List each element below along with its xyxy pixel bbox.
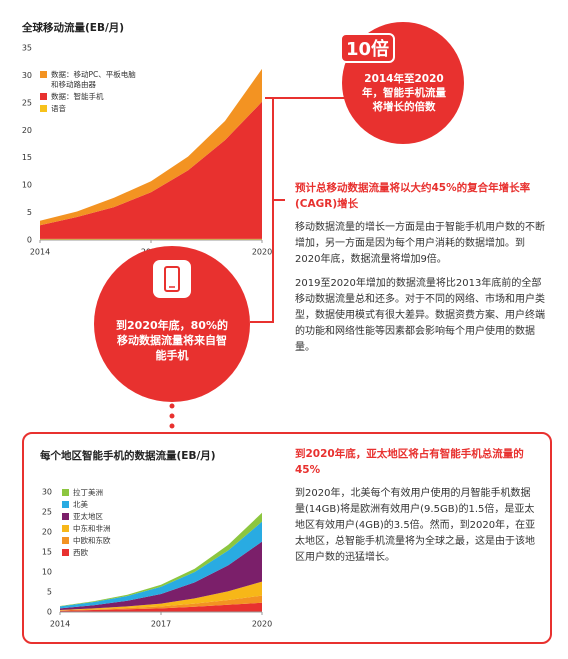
- legend-swatch: [40, 93, 47, 100]
- section-heading: 到2020年底，亚太地区将占有智能手机总流量的45%: [295, 448, 524, 476]
- area: [40, 101, 262, 239]
- y-tick-label: 10: [22, 181, 32, 190]
- legend-label: 北美: [73, 500, 88, 509]
- chart-title: 每个地区智能手机的数据流量(EB/月): [40, 449, 216, 462]
- x-tick-label: 2020: [252, 248, 272, 257]
- legend-item: 拉丁美洲: [62, 488, 132, 498]
- area: [60, 602, 262, 612]
- y-tick-label: 20: [22, 126, 32, 135]
- y-tick-label: 20: [42, 528, 52, 537]
- legend-swatch: [62, 537, 69, 544]
- y-tick-label: 30: [22, 71, 32, 80]
- y-tick-label: 10: [42, 568, 52, 577]
- legend-label: 中东和非洲: [73, 524, 111, 533]
- legend-swatch: [40, 105, 47, 112]
- connectors: [250, 97, 345, 323]
- x-tick-label: 2020: [252, 620, 272, 629]
- legend-item: 语音: [40, 104, 140, 114]
- legend-label: 中欧和东欧: [73, 536, 111, 545]
- section: 到2020年底，亚太地区将占有智能手机总流量的45% 到2020年，北美每个有效…: [295, 446, 537, 566]
- legend-label: 数据：移动PC、平板电脑和移动路由器: [51, 70, 136, 89]
- y-tick-label: 0: [47, 608, 52, 617]
- legend-swatch: [62, 489, 69, 496]
- legend-item: 数据：移动PC、平板电脑和移动路由器: [40, 70, 140, 90]
- y-tick-label: 25: [22, 98, 32, 107]
- area: [60, 581, 262, 611]
- y-tick-label: 5: [47, 588, 52, 597]
- legend-item: 数据：智能手机: [40, 92, 140, 102]
- y-tick-label: 30: [42, 488, 52, 497]
- y-tick-label: 0: [27, 236, 32, 245]
- y-tick-label: 15: [22, 153, 32, 162]
- legend-swatch: [40, 71, 47, 78]
- paragraph: 到2020年，北美每个有效用户使用的月智能手机数据量(14GB)将是欧洲有效用户…: [295, 488, 536, 563]
- area: [60, 541, 262, 610]
- legend: 数据：移动PC、平板电脑和移动路由器数据：智能手机 语音: [40, 70, 140, 116]
- area: [60, 595, 262, 611]
- callout-badge: 10倍: [340, 33, 396, 63]
- section: 预计总移动数据流量将以大约45%的复合年增长率(CAGR)增长 移动数据流量的增…: [295, 180, 547, 356]
- paragraph: 2019至2020年增加的数据流量将比2013年底前的全部移动数据流量总和还多。…: [295, 278, 545, 353]
- phone-glyph: [164, 266, 180, 292]
- y-tick-label: 35: [22, 44, 32, 53]
- legend-label: 数据：智能手机: [51, 92, 104, 101]
- phone-icon: [153, 260, 191, 298]
- legend-label: 语音: [51, 104, 66, 113]
- callout-text: 2014年至2020年，智能手机流量将增长的倍数: [362, 73, 446, 113]
- legend-swatch: [62, 513, 69, 520]
- x-tick-label: 2017: [151, 620, 171, 629]
- chart-title: 全球移动流量(EB/月): [21, 21, 124, 34]
- legend-item: 北美: [62, 500, 132, 510]
- legend-swatch: [62, 549, 69, 556]
- legend-item: 亚太地区: [62, 512, 132, 522]
- y-tick-label: 5: [27, 208, 32, 217]
- legend: 拉丁美洲北美亚太地区中东和非洲中欧和东欧西欧: [62, 488, 132, 560]
- y-tick-label: 25: [42, 508, 52, 517]
- x-tick-label: 2014: [50, 620, 70, 629]
- legend-label: 拉丁美洲: [73, 488, 103, 497]
- legend-swatch: [62, 525, 69, 532]
- region-box: [22, 432, 552, 644]
- x-tick-label: 2014: [30, 248, 50, 257]
- legend-label: 西欧: [73, 548, 88, 557]
- area: [60, 521, 262, 609]
- section-heading: 预计总移动数据流量将以大约45%的复合年增长率(CAGR)增长: [295, 182, 531, 210]
- paragraph: 移动数据流量的增长一方面是由于智能手机用户数的不断增加，另一方面是因为每个用户消…: [295, 222, 545, 265]
- legend-item: 中欧和东欧: [62, 536, 132, 546]
- dots: [169, 403, 175, 429]
- legend-item: 西欧: [62, 548, 132, 558]
- callout-text: 到2020年底，80%的移动数据流量将来自智能手机: [116, 319, 228, 362]
- y-tick-label: 15: [42, 548, 52, 557]
- legend-item: 中东和非洲: [62, 524, 132, 534]
- legend-swatch: [62, 501, 69, 508]
- legend-label: 亚太地区: [73, 512, 103, 521]
